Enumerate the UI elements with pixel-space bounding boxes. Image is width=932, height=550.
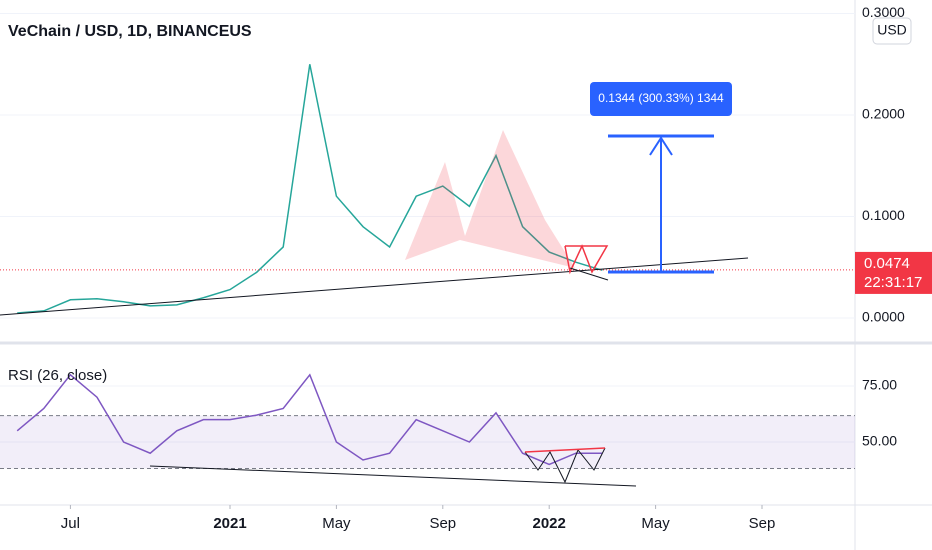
x-tick-label: Jul xyxy=(61,515,80,532)
rsi-trend-line xyxy=(149,465,637,487)
measure-label-box xyxy=(590,82,732,116)
last-price-label: 0.0474 xyxy=(864,255,910,272)
rsi-band xyxy=(0,415,855,469)
x-tick-label: 2021 xyxy=(213,515,246,532)
neck-line xyxy=(569,267,609,281)
trend-line xyxy=(0,257,749,316)
pattern-lines xyxy=(564,244,609,275)
y-tick-label: 0.1000 xyxy=(862,207,905,223)
last-price-box xyxy=(855,251,932,294)
x-tick-label: 2022 xyxy=(533,515,566,532)
measure-arrow-head xyxy=(649,136,673,156)
rsi-title: RSI (26, close) xyxy=(8,367,107,384)
x-tick-label: May xyxy=(641,515,670,532)
series-line xyxy=(16,373,603,466)
currency-button[interactable] xyxy=(872,17,912,45)
y-tick-label: 50.00 xyxy=(862,433,897,449)
harmonic-pattern xyxy=(405,130,575,268)
rsi-pattern xyxy=(524,447,606,484)
x-tick-label: May xyxy=(322,515,351,532)
currency-label[interactable]: USD xyxy=(877,22,907,38)
rsi-resistance xyxy=(524,447,606,453)
x-tick-label: Sep xyxy=(749,515,776,532)
y-tick-label: 0.2000 xyxy=(862,106,905,122)
countdown-label: 22:31:17 xyxy=(864,274,922,291)
y-tick-label: 0.3000 xyxy=(862,4,905,20)
chart-title: VeChain / USD, 1D, BINANCEUS xyxy=(8,23,252,40)
series-line xyxy=(17,64,603,314)
x-tick-label: Sep xyxy=(429,515,456,532)
measure-label: 0.1344 (300.33%) 1344 xyxy=(598,91,724,105)
y-tick-label: 0.0000 xyxy=(862,309,905,325)
y-tick-label: 75.00 xyxy=(862,377,897,393)
